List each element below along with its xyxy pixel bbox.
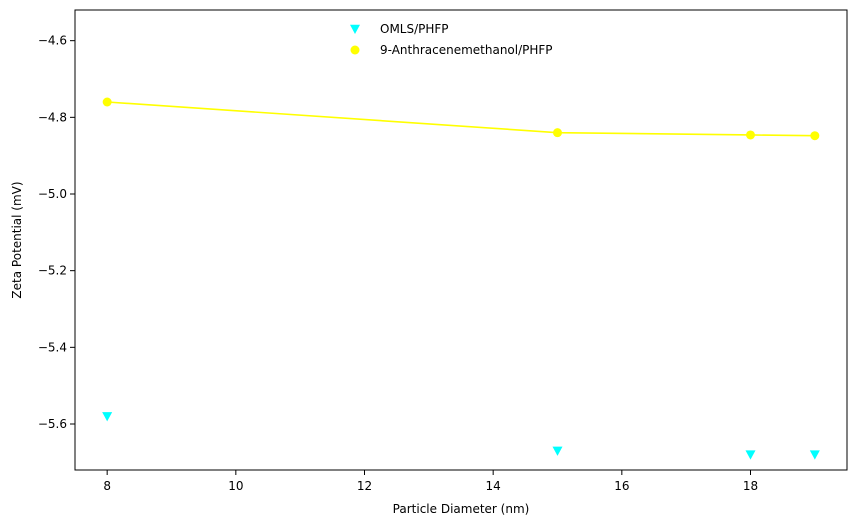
- legend-label-anthracenemethanol-phfp: 9-Anthracenemethanol/PHFP: [380, 43, 553, 57]
- x-axis-label: Particle Diameter (nm): [393, 502, 530, 516]
- data-point: [810, 131, 820, 141]
- legend-marker-triangle: [350, 24, 360, 34]
- y-axis-ticks: −4.6 −4.8 −5.0 −5.2 −5.4 −5.6: [38, 34, 75, 431]
- series-line: [107, 101, 815, 137]
- series-layer: [102, 97, 820, 460]
- y-tick-label: −4.8: [38, 110, 67, 124]
- data-point: [553, 128, 562, 138]
- y-tick-label: −5.4: [38, 340, 67, 354]
- y-tick-label: −5.0: [38, 187, 67, 201]
- x-tick-label: 10: [228, 479, 243, 493]
- x-tick-label: 12: [357, 479, 372, 493]
- plot-area: [74, 9, 848, 471]
- x-tick-label: 14: [486, 479, 501, 493]
- y-tick-label: −4.6: [38, 34, 67, 48]
- series-1: [102, 97, 820, 141]
- data-point: [746, 130, 755, 140]
- data-point: [552, 446, 563, 456]
- legend-item-omls-phfp: OMLS/PHFP: [350, 22, 449, 36]
- y-tick-label: −5.6: [38, 417, 67, 431]
- plot-frame: [74, 9, 848, 471]
- x-tick-label: 16: [614, 479, 629, 493]
- x-tick-label: 18: [743, 479, 758, 493]
- x-tick-label: 8: [103, 479, 111, 493]
- legend-label-omls-phfp: OMLS/PHFP: [380, 22, 449, 36]
- data-point: [102, 97, 112, 107]
- y-tick-label: −5.2: [38, 264, 67, 278]
- legend: OMLS/PHFP 9-Anthracenemethanol/PHFP: [350, 22, 553, 57]
- data-point: [102, 412, 113, 422]
- data-point: [809, 450, 820, 460]
- legend-marker-circle: [350, 45, 360, 55]
- data-point: [745, 450, 756, 460]
- legend-item-anthracenemethanol-phfp: 9-Anthracenemethanol/PHFP: [350, 43, 553, 57]
- y-axis-label: Zeta Potential (mV): [10, 181, 24, 298]
- series-0: [102, 412, 820, 460]
- x-axis-ticks: 8 10 12 14 16 18: [103, 470, 758, 493]
